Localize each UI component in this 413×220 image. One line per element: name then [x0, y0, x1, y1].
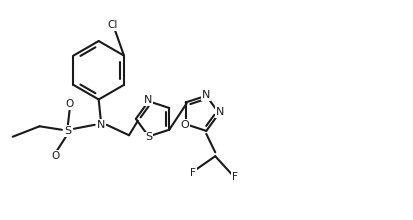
Text: S: S	[145, 132, 152, 142]
Text: Cl: Cl	[107, 20, 117, 30]
Text: F: F	[231, 172, 237, 182]
Text: N: N	[202, 90, 210, 100]
Text: O: O	[66, 99, 74, 109]
Text: F: F	[190, 168, 195, 178]
Text: S: S	[64, 126, 71, 136]
Text: N: N	[143, 95, 152, 105]
Text: O: O	[52, 151, 60, 161]
Text: O: O	[180, 120, 189, 130]
Text: N: N	[215, 107, 224, 117]
Text: N: N	[96, 120, 104, 130]
